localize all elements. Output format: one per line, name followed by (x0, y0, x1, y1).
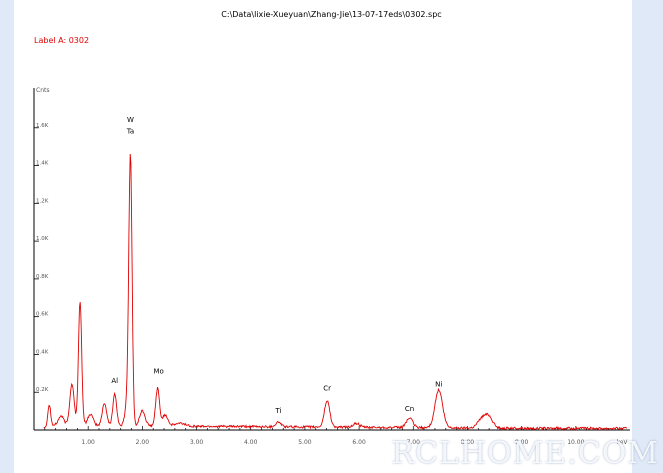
y-tick-label: 1.6K (36, 123, 49, 129)
y-tick-label: 0.6K (36, 312, 49, 318)
y-tick-label: 1.0K (36, 236, 49, 242)
y-tick-label: 1.2K (36, 198, 49, 204)
x-axis-label: keV (616, 439, 628, 446)
y-tick-label: 0.2K (36, 387, 49, 393)
peak-label-w: W (127, 116, 134, 124)
peak-label-cn: Cn (405, 405, 414, 413)
x-tick-label: 7.00 (407, 439, 421, 446)
spectrum-panel (14, 0, 632, 473)
y-tick-label: 1.4K (36, 161, 49, 167)
x-tick-label: 8.00 (461, 439, 475, 446)
peak-label-ni: Ni (435, 381, 442, 389)
x-tick-label: 4.00 (244, 439, 258, 446)
x-tick-label: 5.00 (298, 439, 312, 446)
x-tick-label: 2.00 (136, 439, 150, 446)
peak-label-cr: Cr (323, 384, 331, 392)
axes-group: Cnts 0.2K 0.4K 0.6K 0.8K 1.0K 1.2K 1.4K 1.6K 1.00… (33, 87, 630, 446)
y-axis-label: Cnts (36, 87, 49, 94)
x-tick-label: 1.00 (82, 439, 96, 446)
curve-group (43, 153, 628, 431)
x-tick-label: 3.00 (190, 439, 204, 446)
peak-label-al: Al (111, 377, 118, 385)
spectrum-line (43, 153, 628, 431)
x-tick-label: 9.00 (515, 439, 529, 446)
peak-label-ti: Ti (274, 407, 281, 415)
y-tick-label: 0.4K (36, 349, 49, 355)
x-tick-label: 10.00 (567, 439, 584, 446)
watermark-text: RCLHOME.COM (391, 436, 659, 471)
annotations-group: W Ta Mo Al Ti Cr Cn Ni (111, 116, 442, 415)
y-tick-label: 0.8K (36, 274, 49, 280)
spectrum-label: Label A: 0302 (34, 36, 90, 45)
peak-label-ta: Ta (126, 127, 134, 135)
x-tick-label: 6.00 (352, 439, 366, 446)
peak-label-mo: Mo (153, 367, 163, 375)
file-path-title: C:\Data\lixie-Xueyuan\Zhang-Jie\13-07-17… (221, 10, 442, 19)
